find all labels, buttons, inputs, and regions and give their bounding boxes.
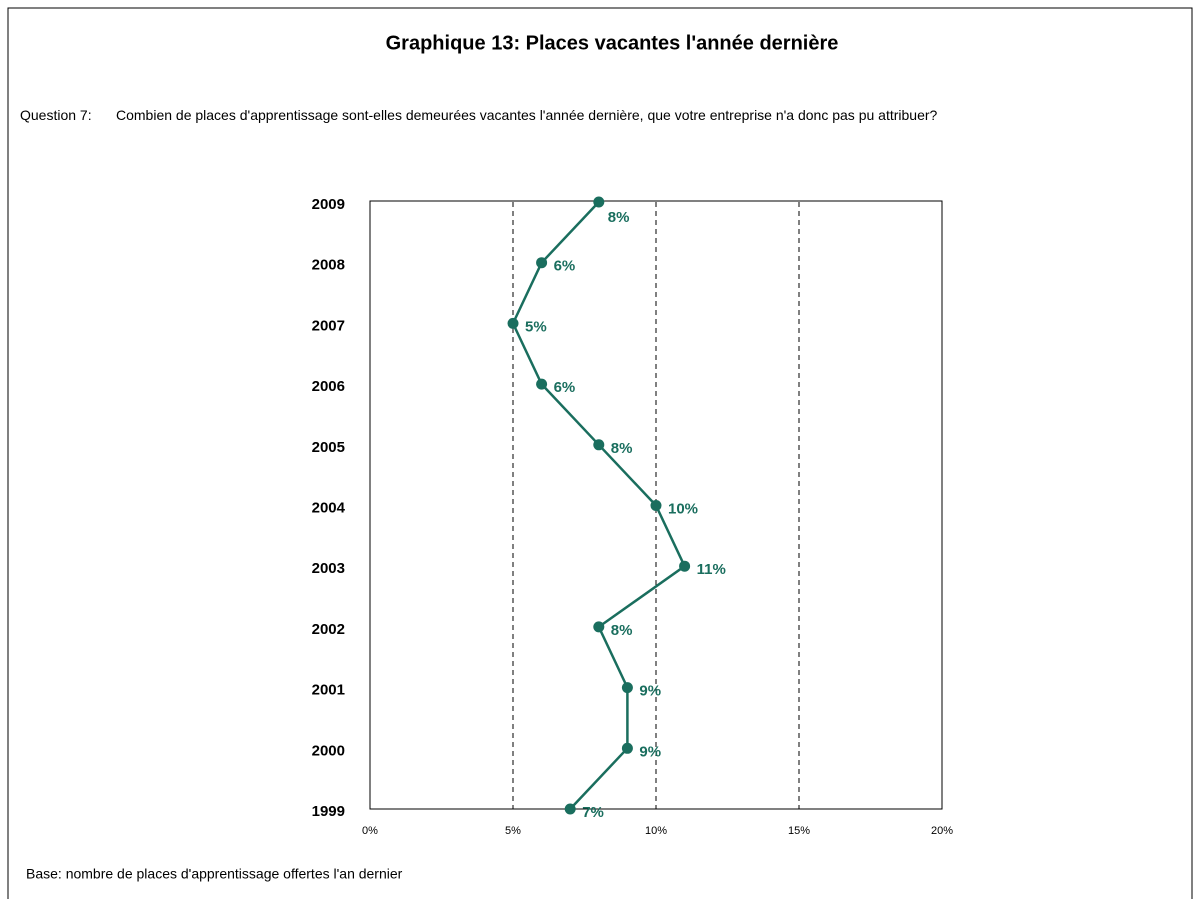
footnote: Base: nombre de places d'apprentissage o… (26, 866, 403, 882)
point (593, 439, 605, 451)
question-label: Question 7: (20, 107, 92, 123)
data-label: 8% (611, 622, 633, 639)
point (679, 560, 691, 572)
x-tick-label: 20% (931, 825, 953, 837)
point (621, 742, 633, 754)
data-label: 6% (554, 258, 576, 275)
y-tick-label: 2004 (312, 499, 346, 516)
data-label: 9% (639, 743, 661, 760)
x-tick-label: 10% (645, 825, 667, 837)
point (593, 621, 605, 633)
question: Combien de places d'apprentissage sont-e… (116, 107, 938, 123)
point (564, 803, 576, 815)
y-tick-label: 2009 (312, 196, 345, 213)
y-tick-label: 2001 (312, 682, 345, 699)
y-tick-label: 2006 (312, 378, 345, 395)
data-label: 6% (554, 379, 576, 396)
point (536, 378, 548, 390)
data-label: 7% (582, 804, 604, 821)
data-label: 8% (611, 440, 633, 457)
y-tick-label: 2000 (312, 742, 345, 759)
x-tick-label: 15% (788, 825, 810, 837)
frame (7, 7, 1193, 899)
chart-title: Graphique 13: Places vacantes l'année de… (386, 32, 839, 54)
point (593, 196, 605, 208)
data-label: 9% (639, 683, 661, 700)
x-tick-label: 5% (505, 825, 521, 837)
point (536, 257, 548, 269)
data-label: 8% (608, 209, 630, 226)
y-tick-label: 2007 (312, 317, 345, 334)
y-tick-label: 2008 (312, 257, 345, 274)
data-label: 5% (525, 318, 547, 335)
x-tick-label: 0% (362, 825, 378, 837)
y-tick-label: 2005 (312, 439, 345, 456)
point (650, 500, 662, 511)
data-label: 11% (697, 561, 726, 578)
point (621, 682, 633, 694)
y-tick-label: 2002 (312, 621, 345, 638)
y-tick-label: 1999 (312, 803, 345, 820)
data-label: 10% (668, 500, 698, 517)
point (507, 317, 519, 329)
y-tick-label: 2003 (312, 560, 345, 577)
